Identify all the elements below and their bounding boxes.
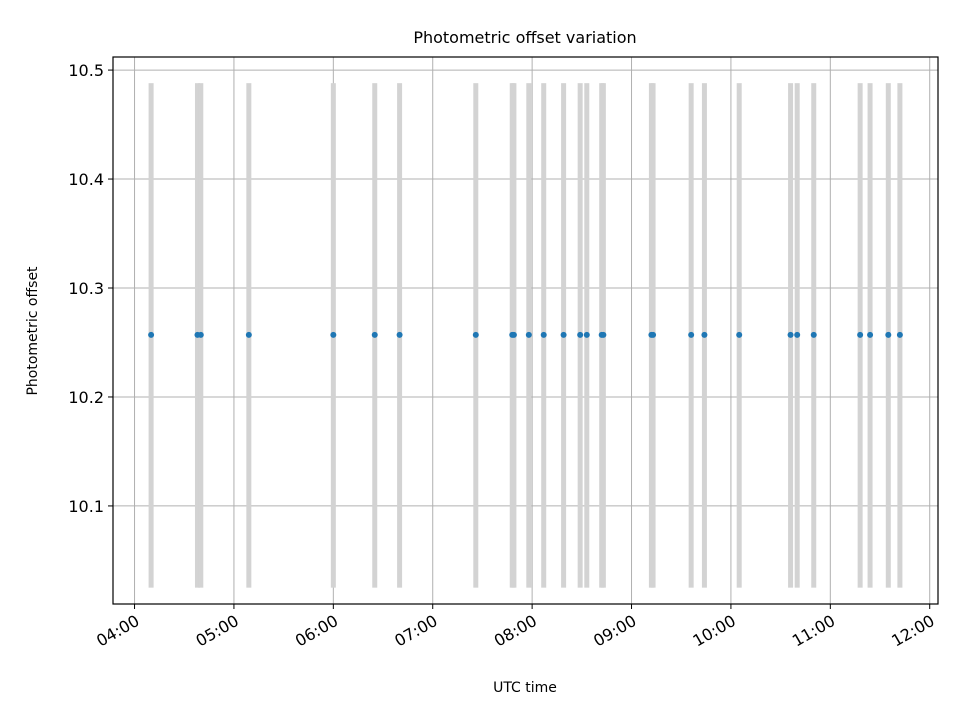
x-tick-label: 04:00 (93, 611, 142, 651)
data-point (583, 331, 590, 338)
x-tick-label: 10:00 (689, 611, 738, 651)
x-tick-label: 08:00 (491, 611, 540, 651)
x-tick-label: 07:00 (391, 611, 440, 651)
data-point (472, 331, 479, 338)
x-axis-ticks: 04:00 05:00 06:00 07:00 08:00 09:00 10:00 11:00… (93, 604, 938, 651)
data-point (896, 331, 903, 338)
y-tick-label: 10.1 (68, 497, 104, 516)
data-point (736, 331, 743, 338)
data-point (525, 331, 532, 338)
data-point (330, 331, 337, 338)
x-tick-label: 06:00 (292, 611, 341, 651)
data-point (810, 331, 817, 338)
data-point (371, 331, 378, 338)
data-point (857, 331, 864, 338)
x-tick-label: 11:00 (789, 611, 838, 651)
data-point (245, 331, 252, 338)
data-point (885, 331, 892, 338)
data-point (560, 331, 567, 338)
y-axis-label: Photometric offset (25, 266, 41, 396)
data-point (688, 331, 695, 338)
data-point (510, 331, 517, 338)
y-tick-label: 10.5 (68, 61, 104, 80)
y-tick-label: 10.4 (68, 170, 104, 189)
data-point (701, 331, 708, 338)
data-point (577, 331, 584, 338)
y-axis-ticks: 10.1 10.2 10.3 10.4 10.5 (68, 61, 113, 516)
data-point (650, 331, 657, 338)
x-tick-label: 05:00 (193, 611, 242, 651)
plot-frame (112, 56, 939, 605)
data-point (197, 331, 204, 338)
data-point (600, 331, 607, 338)
data-point (148, 331, 155, 338)
data-point (787, 331, 794, 338)
data-point (867, 331, 874, 338)
x-tick-label: 12:00 (888, 611, 937, 651)
chart-title: Photometric offset variation (413, 28, 636, 47)
y-tick-label: 10.2 (68, 388, 104, 407)
x-tick-label: 09:00 (590, 611, 639, 651)
y-tick-label: 10.3 (68, 279, 104, 298)
x-axis-label: UTC time (493, 680, 557, 696)
data-point (396, 331, 403, 338)
data-point (794, 331, 801, 338)
data-points (148, 331, 903, 338)
data-point (540, 331, 547, 338)
